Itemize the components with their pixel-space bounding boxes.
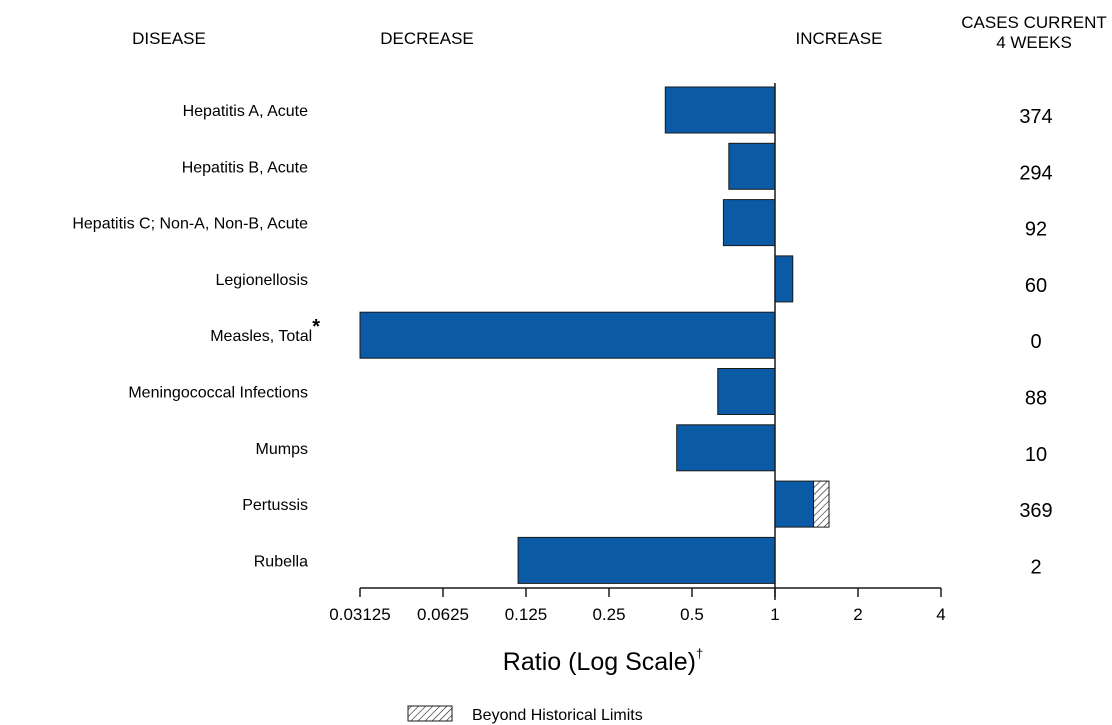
cases-value-4: 0 <box>1030 331 1041 353</box>
bar-2 <box>722 199 776 247</box>
cases-value-5: 88 <box>1025 388 1047 410</box>
x-tick-label-7: 4 <box>936 605 945 624</box>
category-label-8: Rubella <box>254 553 308 570</box>
legend-label: Beyond Historical Limits <box>472 707 643 724</box>
cases-value-0: 374 <box>1019 106 1052 128</box>
bar-3 <box>774 255 794 303</box>
cases-value-1: 294 <box>1019 162 1052 184</box>
x-ticks-group: 0.03125 0.0625 0.125 0.25 0.5 1 2 4 <box>329 588 946 624</box>
header-disease: DISEASE <box>132 29 206 48</box>
category-label-2: Hepatitis C; Non-A, Non-B, Acute <box>72 216 308 233</box>
category-labels-group: Hepatitis A, Acute Hepatitis B, Acute Hepa… <box>72 103 320 570</box>
bar-1 <box>728 142 776 190</box>
category-label-7: Pertussis <box>242 497 308 514</box>
cases-value-8: 2 <box>1030 556 1041 578</box>
cases-value-6: 10 <box>1025 444 1047 466</box>
x-axis-title-dagger: † <box>696 646 703 661</box>
category-label-1: Hepatitis B, Acute <box>182 159 308 176</box>
bar-4 <box>359 311 776 359</box>
bar-7 <box>774 480 815 528</box>
bar-0 <box>664 86 776 134</box>
cases-value-7: 369 <box>1019 500 1052 522</box>
x-tick-label-3: 0.25 <box>592 605 625 624</box>
header-cases-line2: 4 WEEKS <box>996 33 1072 52</box>
header-increase: INCREASE <box>796 29 883 48</box>
category-label-3: Legionellosis <box>215 272 308 289</box>
bars-group <box>359 86 830 584</box>
x-tick-label-4: 0.5 <box>680 605 704 624</box>
x-axis-title-text: Ratio (Log Scale) <box>503 648 696 676</box>
cases-value-3: 60 <box>1025 275 1047 297</box>
x-tick-label-0: 0.03125 <box>329 605 390 624</box>
header-decrease: DECREASE <box>380 29 474 48</box>
header-cases-line1: CASES CURRENT <box>961 13 1106 32</box>
bar-8 <box>517 536 776 584</box>
category-label-5: Meningococcal Infections <box>128 385 308 402</box>
x-tick-label-6: 2 <box>853 605 862 624</box>
x-tick-label-1: 0.0625 <box>417 605 469 624</box>
x-tick-label-2: 0.125 <box>505 605 548 624</box>
bar-beyond-limits-7 <box>813 480 830 528</box>
x-tick-label-5: 1 <box>770 605 779 624</box>
bar-6 <box>676 424 776 472</box>
category-label-6: Mumps <box>256 441 308 458</box>
category-label-0: Hepatitis A, Acute <box>183 103 309 120</box>
x-axis-title: Ratio (Log Scale)† <box>503 646 703 676</box>
legend-swatch <box>407 705 453 722</box>
bar-5 <box>717 368 776 415</box>
cases-value-2: 92 <box>1025 219 1047 241</box>
case-values-group: 374 294 92 60 0 88 10 369 2 <box>1019 106 1052 578</box>
category-label-4: Measles, Total* <box>210 316 320 345</box>
